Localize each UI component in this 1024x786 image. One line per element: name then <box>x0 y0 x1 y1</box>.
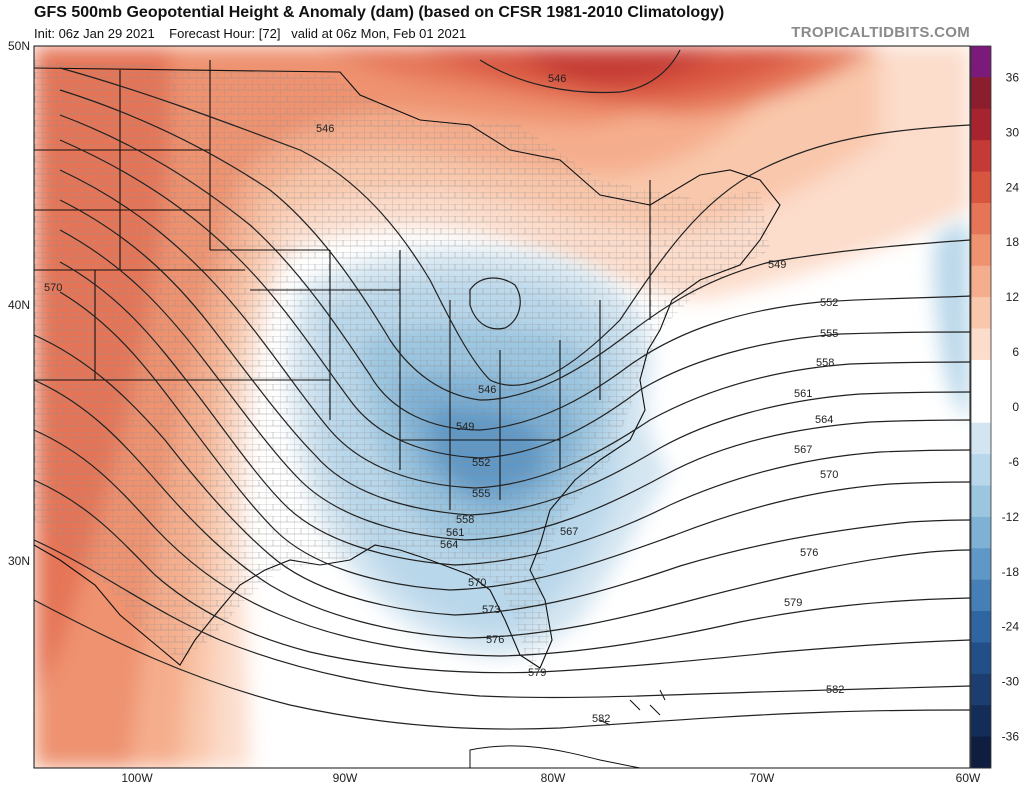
forecast-hour: Forecast Hour: [72] <box>169 26 281 41</box>
colorbar-label: 6 <box>1012 345 1019 359</box>
contour-label: 561 <box>794 388 812 400</box>
colorbar-labels: 36 30 24 18 12 6 0 -6 -12 -18 -24 -30 -36 <box>1002 70 1020 743</box>
lat-label: 30N <box>8 554 30 568</box>
colorbar <box>970 45 992 769</box>
height-contours <box>34 49 970 730</box>
lat-label: 50N <box>8 39 30 53</box>
colorbar-swatch <box>971 642 991 675</box>
colorbar-label: 36 <box>1006 70 1020 84</box>
colorbar-swatch <box>971 485 991 518</box>
brand-watermark: TROPICALTIDBITS.COM <box>791 24 970 41</box>
valid-time: valid at 06z Mon, Feb 01 2021 <box>291 26 467 41</box>
colorbar-swatch <box>971 108 991 141</box>
colorbar-label: -30 <box>1002 675 1020 689</box>
contour-label: 582 <box>826 684 844 696</box>
init-time: Init: 06z Jan 29 2021 <box>34 26 155 41</box>
colorbar-label: 18 <box>1006 235 1020 249</box>
lon-label: 100W <box>121 771 153 785</box>
contour-label: 558 <box>456 514 474 526</box>
colorbar-swatch <box>971 579 991 612</box>
contour-label: 546 <box>316 123 334 135</box>
contour-label: 546 <box>478 384 496 396</box>
contour-label: 555 <box>820 328 838 340</box>
map-subtitle: Init: 06z Jan 29 2021 Forecast Hour: [72… <box>34 26 466 41</box>
contour-label: 558 <box>816 357 834 369</box>
contour-label: 582 <box>592 713 610 725</box>
contour-label: 576 <box>800 547 818 559</box>
colorbar-frame <box>970 45 992 769</box>
lon-label: 80W <box>541 771 566 785</box>
contour-label: 579 <box>528 667 546 679</box>
anomaly-field: 546 546 549 552 555 558 561 564 567 570 … <box>34 46 970 768</box>
contour-label: 552 <box>820 297 838 309</box>
contour-label: 555 <box>472 488 490 500</box>
colorbar-label: 0 <box>1012 400 1019 414</box>
colorbar-label: 12 <box>1006 290 1020 304</box>
colorbar-swatch <box>971 422 991 455</box>
colorbar-swatch <box>971 359 991 392</box>
colorbar-swatch <box>971 265 991 298</box>
contour-labels: 546 546 549 552 555 558 561 564 567 570 … <box>44 73 844 725</box>
colorbar-label: -24 <box>1002 620 1020 634</box>
longitude-labels: 100W 90W 80W 70W 60W <box>121 771 981 785</box>
colorbar-swatch <box>971 328 991 361</box>
contour-label: 552 <box>472 457 490 469</box>
colorbar-swatch <box>971 202 991 235</box>
colorbar-swatch <box>971 548 991 581</box>
colorbar-swatch <box>971 391 991 424</box>
contour-label: 549 <box>456 421 474 433</box>
colorbar-swatch <box>971 140 991 173</box>
contour-label: 549 <box>768 259 786 271</box>
colorbar-swatch <box>971 454 991 486</box>
colorbar-swatch <box>971 705 991 738</box>
colorbar-swatch <box>971 234 991 267</box>
contour-label: 573 <box>482 604 500 616</box>
map-title: GFS 500mb Geopotential Height & Anomaly … <box>34 4 725 21</box>
colorbar-label: 30 <box>1006 125 1020 139</box>
colorbar-swatch <box>971 516 991 549</box>
colorbar-label: -12 <box>1002 510 1020 524</box>
contour-label: 570 <box>820 469 838 481</box>
contour-label: 567 <box>794 444 812 456</box>
contour-label: 546 <box>548 73 566 85</box>
lon-label: 70W <box>750 771 775 785</box>
contour-label: 564 <box>815 414 833 426</box>
contour-label: 576 <box>486 634 504 646</box>
colorbar-label: -6 <box>1008 455 1019 469</box>
colorbar-swatch <box>971 673 991 706</box>
lat-label: 40N <box>8 298 30 312</box>
contour-label: 567 <box>560 526 578 538</box>
colorbar-swatch <box>971 297 991 330</box>
contour-label: 561 <box>446 527 464 539</box>
colorbar-label: -36 <box>1002 730 1020 744</box>
colorbar-swatch <box>971 611 991 643</box>
latitude-labels: 50N 40N 30N <box>8 39 30 568</box>
contour-label: 570 <box>44 282 62 294</box>
map-frame <box>33 45 971 769</box>
colorbar-swatch <box>971 77 991 110</box>
colorbar-label: -18 <box>1002 565 1020 579</box>
colorbar-swatch <box>971 46 991 78</box>
colorbar-label: 24 <box>1006 180 1020 194</box>
lon-label: 60W <box>956 771 981 785</box>
contour-label: 564 <box>440 539 458 551</box>
lon-label: 90W <box>333 771 358 785</box>
colorbar-swatch <box>971 736 991 769</box>
contour-label: 579 <box>784 597 802 609</box>
colorbar-swatch <box>971 171 991 204</box>
contour-label: 570 <box>468 577 486 589</box>
